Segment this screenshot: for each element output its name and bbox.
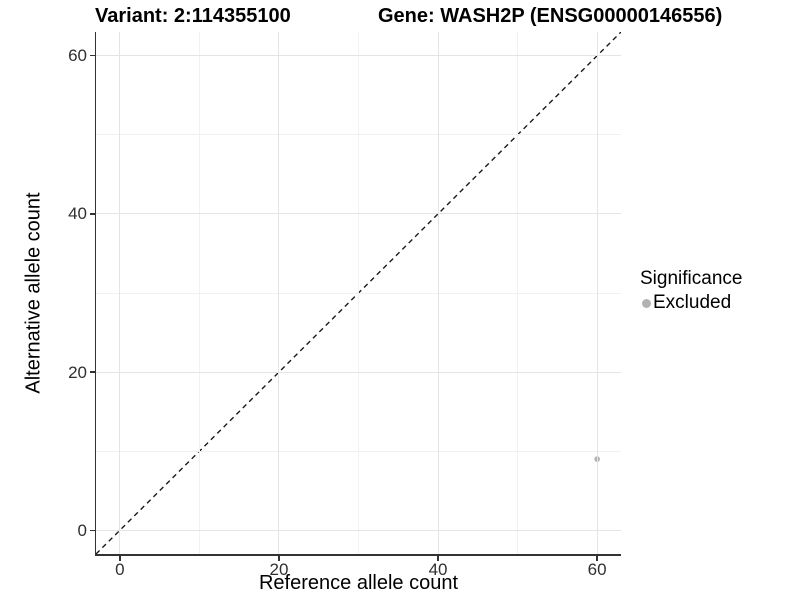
x-axis-line — [94, 554, 621, 556]
y-axis-title: Alternative allele count — [22, 192, 45, 394]
grid-major-horizontal — [96, 55, 621, 57]
grid-minor-horizontal — [96, 450, 621, 452]
x-tick-mark — [119, 555, 121, 561]
legend-entries: Excluded — [640, 292, 742, 314]
grid-minor-horizontal — [96, 292, 621, 294]
y-tick-label: 40 — [68, 204, 87, 224]
legend-point-icon — [642, 298, 651, 308]
y-tick-label: 60 — [68, 46, 87, 66]
y-tick-mark — [89, 54, 95, 57]
y-tick-mark — [89, 213, 95, 215]
y-tick-mark — [89, 371, 95, 373]
plot-panel — [96, 32, 621, 554]
x-tick-mark — [278, 555, 280, 561]
y-axis-line — [94, 32, 96, 556]
plot-title-variant: Variant: 2:114355100 — [95, 5, 291, 27]
grid-major-vertical — [278, 32, 280, 554]
grid-major-horizontal — [96, 371, 621, 373]
grid-major-horizontal — [96, 213, 621, 215]
grid-major-horizontal — [96, 529, 621, 531]
grid-major-vertical — [437, 32, 439, 554]
y-tick-label: 0 — [77, 520, 87, 540]
legend-key — [640, 295, 653, 311]
y-tick-label: 20 — [68, 362, 87, 382]
legend: Significance Excluded — [640, 268, 742, 314]
x-tick-mark — [437, 555, 439, 561]
x-tick-label: 0 — [115, 560, 125, 579]
grid-major-vertical — [119, 32, 121, 554]
grid-major-vertical — [596, 32, 598, 554]
x-tick-label: 20 — [269, 560, 289, 579]
x-tick-label: 40 — [428, 560, 448, 579]
y-tick-mark — [89, 529, 95, 532]
grid-minor-horizontal — [96, 134, 621, 136]
x-axis-title: Reference allele count — [258, 572, 458, 594]
legend-entry: Excluded — [640, 292, 742, 314]
legend-entry-label: Excluded — [653, 292, 732, 313]
x-tick-label: 60 — [587, 560, 607, 579]
plot-title-gene: Gene: WASH2P (ENSG00000146556) — [378, 5, 723, 27]
x-tick-mark — [596, 555, 598, 561]
legend-title: Significance — [640, 268, 743, 289]
